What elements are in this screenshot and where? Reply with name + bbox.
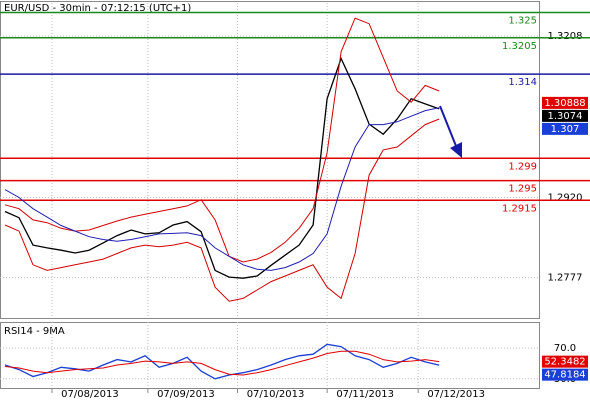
level-label: 1.299 [508,161,537,172]
y-tick-label: 1.2920 [548,192,583,203]
level-label: 1.2915 [502,203,537,214]
rsi-title: RSI14 - 9MA [4,326,65,337]
series-line [4,350,440,376]
x-tick-label: 07/12/2013 [427,389,485,400]
price-box [542,96,588,109]
rsi-value-box [542,368,588,381]
price-label: 1.307 [551,124,580,135]
level-label: 1.3205 [502,41,537,52]
y-tick-label: 1.2777 [548,273,583,284]
rsi-panel [0,322,540,389]
rsi-value-box [542,355,588,368]
price-box [542,122,588,135]
series-line [4,56,440,279]
chart-title: EUR/USD - 30min - 07:12:15 (UTC+1) [4,3,191,14]
rsi-value-label: 52.3482 [544,357,585,368]
price-panel [0,1,540,319]
x-tick-label: 07/11/2013 [336,389,394,400]
y-tick-label: 1.3208 [548,31,583,42]
series-line [4,118,440,302]
series-line [4,343,440,380]
level-label: 1.295 [508,184,537,195]
rsi-value-label: 47.8184 [544,370,585,381]
level-label: 1.325 [508,16,537,27]
price-label: 1.3074 [548,111,583,122]
y-tick-label: 70.0 [554,343,576,354]
x-tick-label: 07/08/2013 [61,389,119,400]
series-line [4,107,440,271]
price-label: 1.30888 [544,98,585,109]
series-line [4,17,440,263]
x-tick-label: 07/09/2013 [157,389,215,400]
level-label: 1.314 [508,77,537,88]
price-box [542,109,588,122]
x-tick-label: 07/10/2013 [247,389,305,400]
forecast-arrow-head [450,142,462,158]
forecast-arrow [439,105,457,147]
